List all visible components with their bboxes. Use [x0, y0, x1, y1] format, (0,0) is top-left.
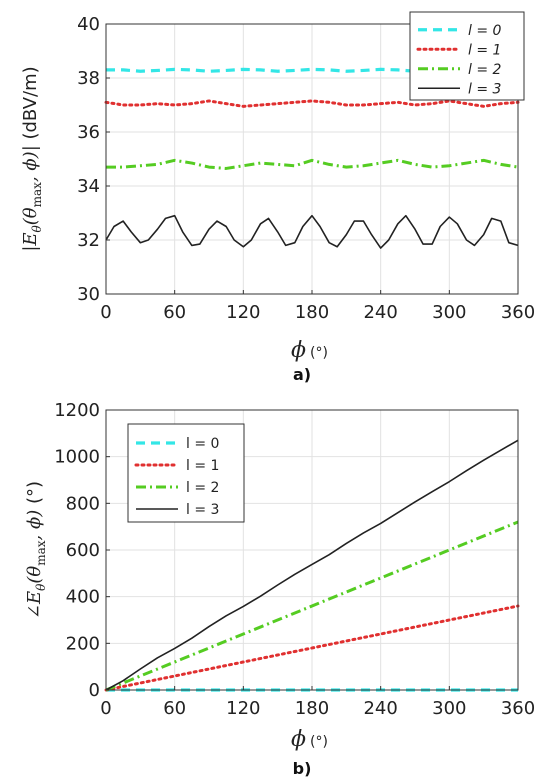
legend-label-l0: l = 0	[186, 436, 219, 452]
y-tick-label: 36	[77, 122, 100, 143]
legend-label-l3: l = 3	[468, 81, 501, 97]
y-axis-label: |Eθ(θmax, ϕ)| (dBV/m)	[20, 66, 44, 251]
x-tick-label: 360	[501, 302, 535, 323]
x-axis-label: ϕ	[291, 727, 306, 752]
y-tick-label: 200	[66, 633, 100, 654]
x-axis-unit: (°)	[310, 345, 328, 361]
y-tick-label: 400	[66, 587, 100, 608]
y-tick-label: 600	[66, 540, 100, 561]
legend-label-l2: l = 2	[186, 480, 219, 496]
legend-label-l3: l = 3	[186, 502, 219, 518]
panel-label: b)	[293, 759, 312, 778]
x-tick-label: 60	[163, 698, 186, 719]
y-tick-label: 32	[77, 230, 100, 251]
chart-panel-a: 0 60 120 180 240 300 360 30 32 34 36 38 40 ϕ (°) |Eθ(θm…	[20, 11, 535, 384]
series-line-l1	[104, 604, 520, 692]
x-tick-label: 0	[100, 698, 111, 719]
y-tick-label: 800	[66, 493, 100, 514]
x-tick-label: 300	[432, 302, 466, 323]
legend-box	[127, 423, 245, 523]
series-group	[104, 67, 520, 249]
x-tick-label: 240	[363, 698, 397, 719]
legend-label-l1: l = 1	[186, 458, 219, 474]
legend: l = 0 l = 1 l = 2 l = 3	[127, 423, 245, 523]
x-tick-label: 240	[363, 302, 397, 323]
x-axis-unit: (°)	[310, 734, 328, 750]
legend-box	[409, 11, 525, 101]
series-line-l3	[105, 439, 519, 691]
x-tick-label: 60	[163, 302, 186, 323]
x-tick-label: 120	[226, 698, 260, 719]
legend-label-l1: l = 1	[468, 42, 501, 58]
y-tick-label: 0	[89, 680, 100, 701]
panel-label: a)	[293, 365, 311, 384]
y-tick-label: 30	[77, 284, 100, 305]
legend-label-l0: l = 0	[468, 23, 502, 39]
x-axis-label: ϕ	[291, 338, 306, 363]
chart-panel-b: 0 60 120 180 240 300 360 0 200 400 600 800 1000 1200 ϕ…	[24, 400, 535, 778]
series-line-l3	[105, 214, 519, 249]
y-tick-label: 1200	[54, 400, 100, 421]
x-tick-label: 120	[226, 302, 260, 323]
x-tick-label: 300	[432, 698, 466, 719]
x-tick-label: 360	[501, 698, 535, 719]
y-tick-label: 34	[77, 176, 100, 197]
series-line-l0	[106, 67, 519, 73]
x-tick-label: 180	[295, 698, 329, 719]
series-line-l2	[105, 520, 519, 692]
legend: l = 0 l = 1 l = 2 l = 3	[409, 11, 525, 101]
y-tick-label: 40	[77, 14, 100, 35]
y-tick-label: 38	[77, 68, 100, 89]
y-tick-label: 1000	[54, 447, 100, 468]
x-tick-label: 180	[295, 302, 329, 323]
series-line-l2	[106, 158, 519, 170]
series-line-l1	[104, 99, 520, 108]
legend-label-l2: l = 2	[468, 62, 502, 78]
y-axis-label: ∠Eθ(θmax, ϕ) (°)	[24, 481, 48, 619]
x-tick-label: 0	[100, 302, 111, 323]
